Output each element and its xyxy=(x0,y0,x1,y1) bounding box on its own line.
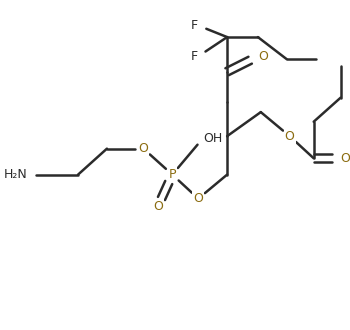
Text: P: P xyxy=(169,168,176,181)
Text: F: F xyxy=(191,19,198,32)
Text: OH: OH xyxy=(203,132,222,145)
Text: O: O xyxy=(153,200,163,213)
Text: O: O xyxy=(341,152,350,165)
Text: H₂N: H₂N xyxy=(4,168,27,181)
Text: O: O xyxy=(285,130,295,143)
Text: O: O xyxy=(258,50,268,63)
Text: O: O xyxy=(139,142,148,155)
Text: F: F xyxy=(191,50,198,63)
Text: O: O xyxy=(193,192,203,205)
